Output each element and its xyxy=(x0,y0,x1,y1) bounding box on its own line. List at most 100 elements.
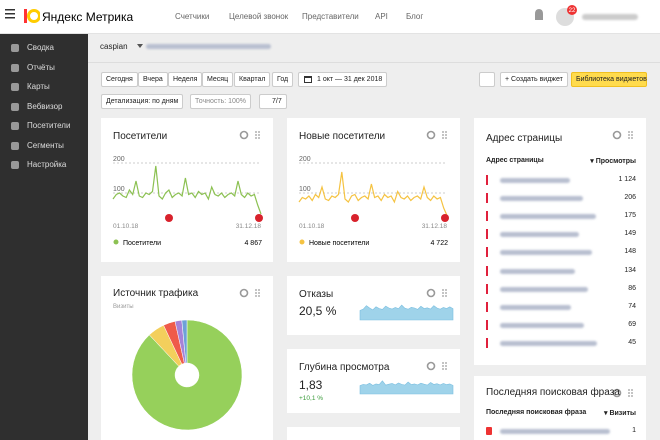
sidebar-icon xyxy=(11,44,19,52)
drag-handle-dot xyxy=(631,389,633,391)
sidebar-icon xyxy=(11,141,19,150)
menu-icon-line xyxy=(5,9,15,11)
favicon xyxy=(486,319,493,330)
favicon xyxy=(486,265,493,276)
legend-total: 4 867 xyxy=(244,240,262,247)
sidebar-item[interactable]: Сегменты xyxy=(27,140,64,150)
drag-handle-dot xyxy=(255,295,257,297)
sidebar-item[interactable]: Настройка xyxy=(27,160,67,169)
phrase-blurred[interactable] xyxy=(500,429,610,434)
date-range-button[interactable]: 1 окт — 31 дек 2018 xyxy=(298,72,388,87)
sidebar-icon xyxy=(11,102,19,111)
row-value: 134 xyxy=(624,266,636,274)
nav-link[interactable]: Целевой звонок xyxy=(229,12,289,21)
drag-handle-dot xyxy=(442,365,444,367)
drag-handle-dot xyxy=(258,134,260,136)
drag-handle-dot xyxy=(631,137,633,139)
period-button[interactable]: Неделя xyxy=(168,72,203,87)
depth-card: Глубина просмотра 1,83 +10,1 % xyxy=(287,349,460,413)
period-button[interactable]: Год xyxy=(272,72,294,87)
sidebar-item[interactable]: Отчёты xyxy=(27,62,55,72)
segments-select[interactable]: 7/7 xyxy=(259,94,287,109)
drag-handle-dot xyxy=(628,137,630,139)
row-value: 206 xyxy=(624,194,636,202)
favicon xyxy=(486,283,493,294)
row-value: 175 xyxy=(624,212,636,220)
period-button[interactable]: Квартал xyxy=(234,72,271,87)
sidebar-item[interactable]: Сводка xyxy=(27,43,55,52)
sidebar-item[interactable]: Посетители xyxy=(27,121,71,130)
widget-library-button[interactable]: Библиотека виджетов xyxy=(571,72,647,87)
accuracy-select[interactable]: Точность: 100% xyxy=(190,94,252,109)
x-axis-end: 31.12.18 xyxy=(236,223,262,230)
annotation-marker xyxy=(441,214,449,222)
row-value: 148 xyxy=(624,248,636,256)
drag-handle-dot xyxy=(631,395,633,397)
drag-handle-dot xyxy=(628,389,630,391)
visitors-card: Посетители 100 200 01.10.18 31.12.18 Посетите… xyxy=(101,118,273,262)
url-blurred[interactable] xyxy=(500,250,592,256)
metric-change: +10,1 % xyxy=(299,395,324,402)
url-blurred[interactable] xyxy=(500,214,596,220)
header-right: 22 xyxy=(535,5,638,26)
badge-count: 22 xyxy=(569,8,576,14)
drag-handle-dot xyxy=(442,289,444,291)
nav-link[interactable]: Счетчики xyxy=(175,12,210,21)
drag-handle-dot xyxy=(445,134,447,136)
settings-icon xyxy=(426,130,436,140)
create-widget-button[interactable]: + Создать виджет xyxy=(500,72,568,87)
nav-link[interactable]: Блог xyxy=(406,12,424,21)
pie-slice xyxy=(181,319,188,364)
widget-controls xyxy=(426,361,447,371)
url-blurred[interactable] xyxy=(500,268,575,274)
drag-handle-dot xyxy=(442,131,444,133)
counter-name[interactable]: caspian xyxy=(100,42,128,51)
url-blurred[interactable] xyxy=(500,340,597,346)
header-icons xyxy=(5,9,40,23)
widget-title: Последняя поисковая фраза xyxy=(486,387,620,398)
search-card: Последняя поисковая фраза Последняя поиск… xyxy=(474,376,646,440)
logo-ring xyxy=(27,9,40,23)
drag-handle-dot xyxy=(445,131,447,133)
drag-handle-dot xyxy=(445,289,447,291)
url-blurred[interactable] xyxy=(500,304,571,310)
url-blurred[interactable] xyxy=(500,232,579,238)
widget-title: Глубина просмотра xyxy=(299,362,390,373)
sidebar-item[interactable]: Вебвизор xyxy=(27,101,63,111)
legend-label: Посетители xyxy=(123,240,161,247)
drag-handle-dot xyxy=(255,131,257,133)
url-blurred[interactable] xyxy=(500,196,583,202)
row-value: 1 124 xyxy=(618,176,636,183)
url-blurred[interactable] xyxy=(500,178,570,183)
nav-link[interactable]: Представители xyxy=(302,12,359,21)
drag-handle-dot xyxy=(442,362,444,364)
export-button[interactable] xyxy=(479,72,495,87)
url-blurred[interactable] xyxy=(500,286,588,292)
sidebar-icon xyxy=(11,122,19,130)
pages-card: Адрес страницы Адрес страницы ▾ Просмотры 1… xyxy=(474,118,646,365)
sidebar-item[interactable]: Карты xyxy=(27,82,50,91)
drag-handle-dot xyxy=(258,292,260,294)
y-tick-label: 100 xyxy=(113,186,125,193)
period-button[interactable]: Месяц xyxy=(202,72,234,87)
sparkline xyxy=(359,304,454,321)
row-value: 86 xyxy=(628,284,636,292)
drag-handle-dot xyxy=(255,289,257,291)
period-button[interactable]: Сегодня xyxy=(101,72,138,87)
x-axis-start: 01.10.18 xyxy=(299,223,325,230)
menu-icon-line xyxy=(5,13,15,15)
drag-handle-dot xyxy=(628,395,630,397)
drag-handle-dot xyxy=(445,295,447,297)
detail-select[interactable]: Детализация: по дням xyxy=(101,94,184,109)
y-tick-label: 200 xyxy=(113,156,125,163)
drag-handle-dot xyxy=(628,134,630,136)
legend-swatch xyxy=(113,239,119,245)
nav-link[interactable]: API xyxy=(375,12,388,21)
row-value: 69 xyxy=(628,320,636,328)
drag-handle-dot xyxy=(445,365,447,367)
settings-icon xyxy=(426,288,436,298)
period-button[interactable]: Вчера xyxy=(138,72,168,87)
url-blurred[interactable] xyxy=(500,322,584,328)
